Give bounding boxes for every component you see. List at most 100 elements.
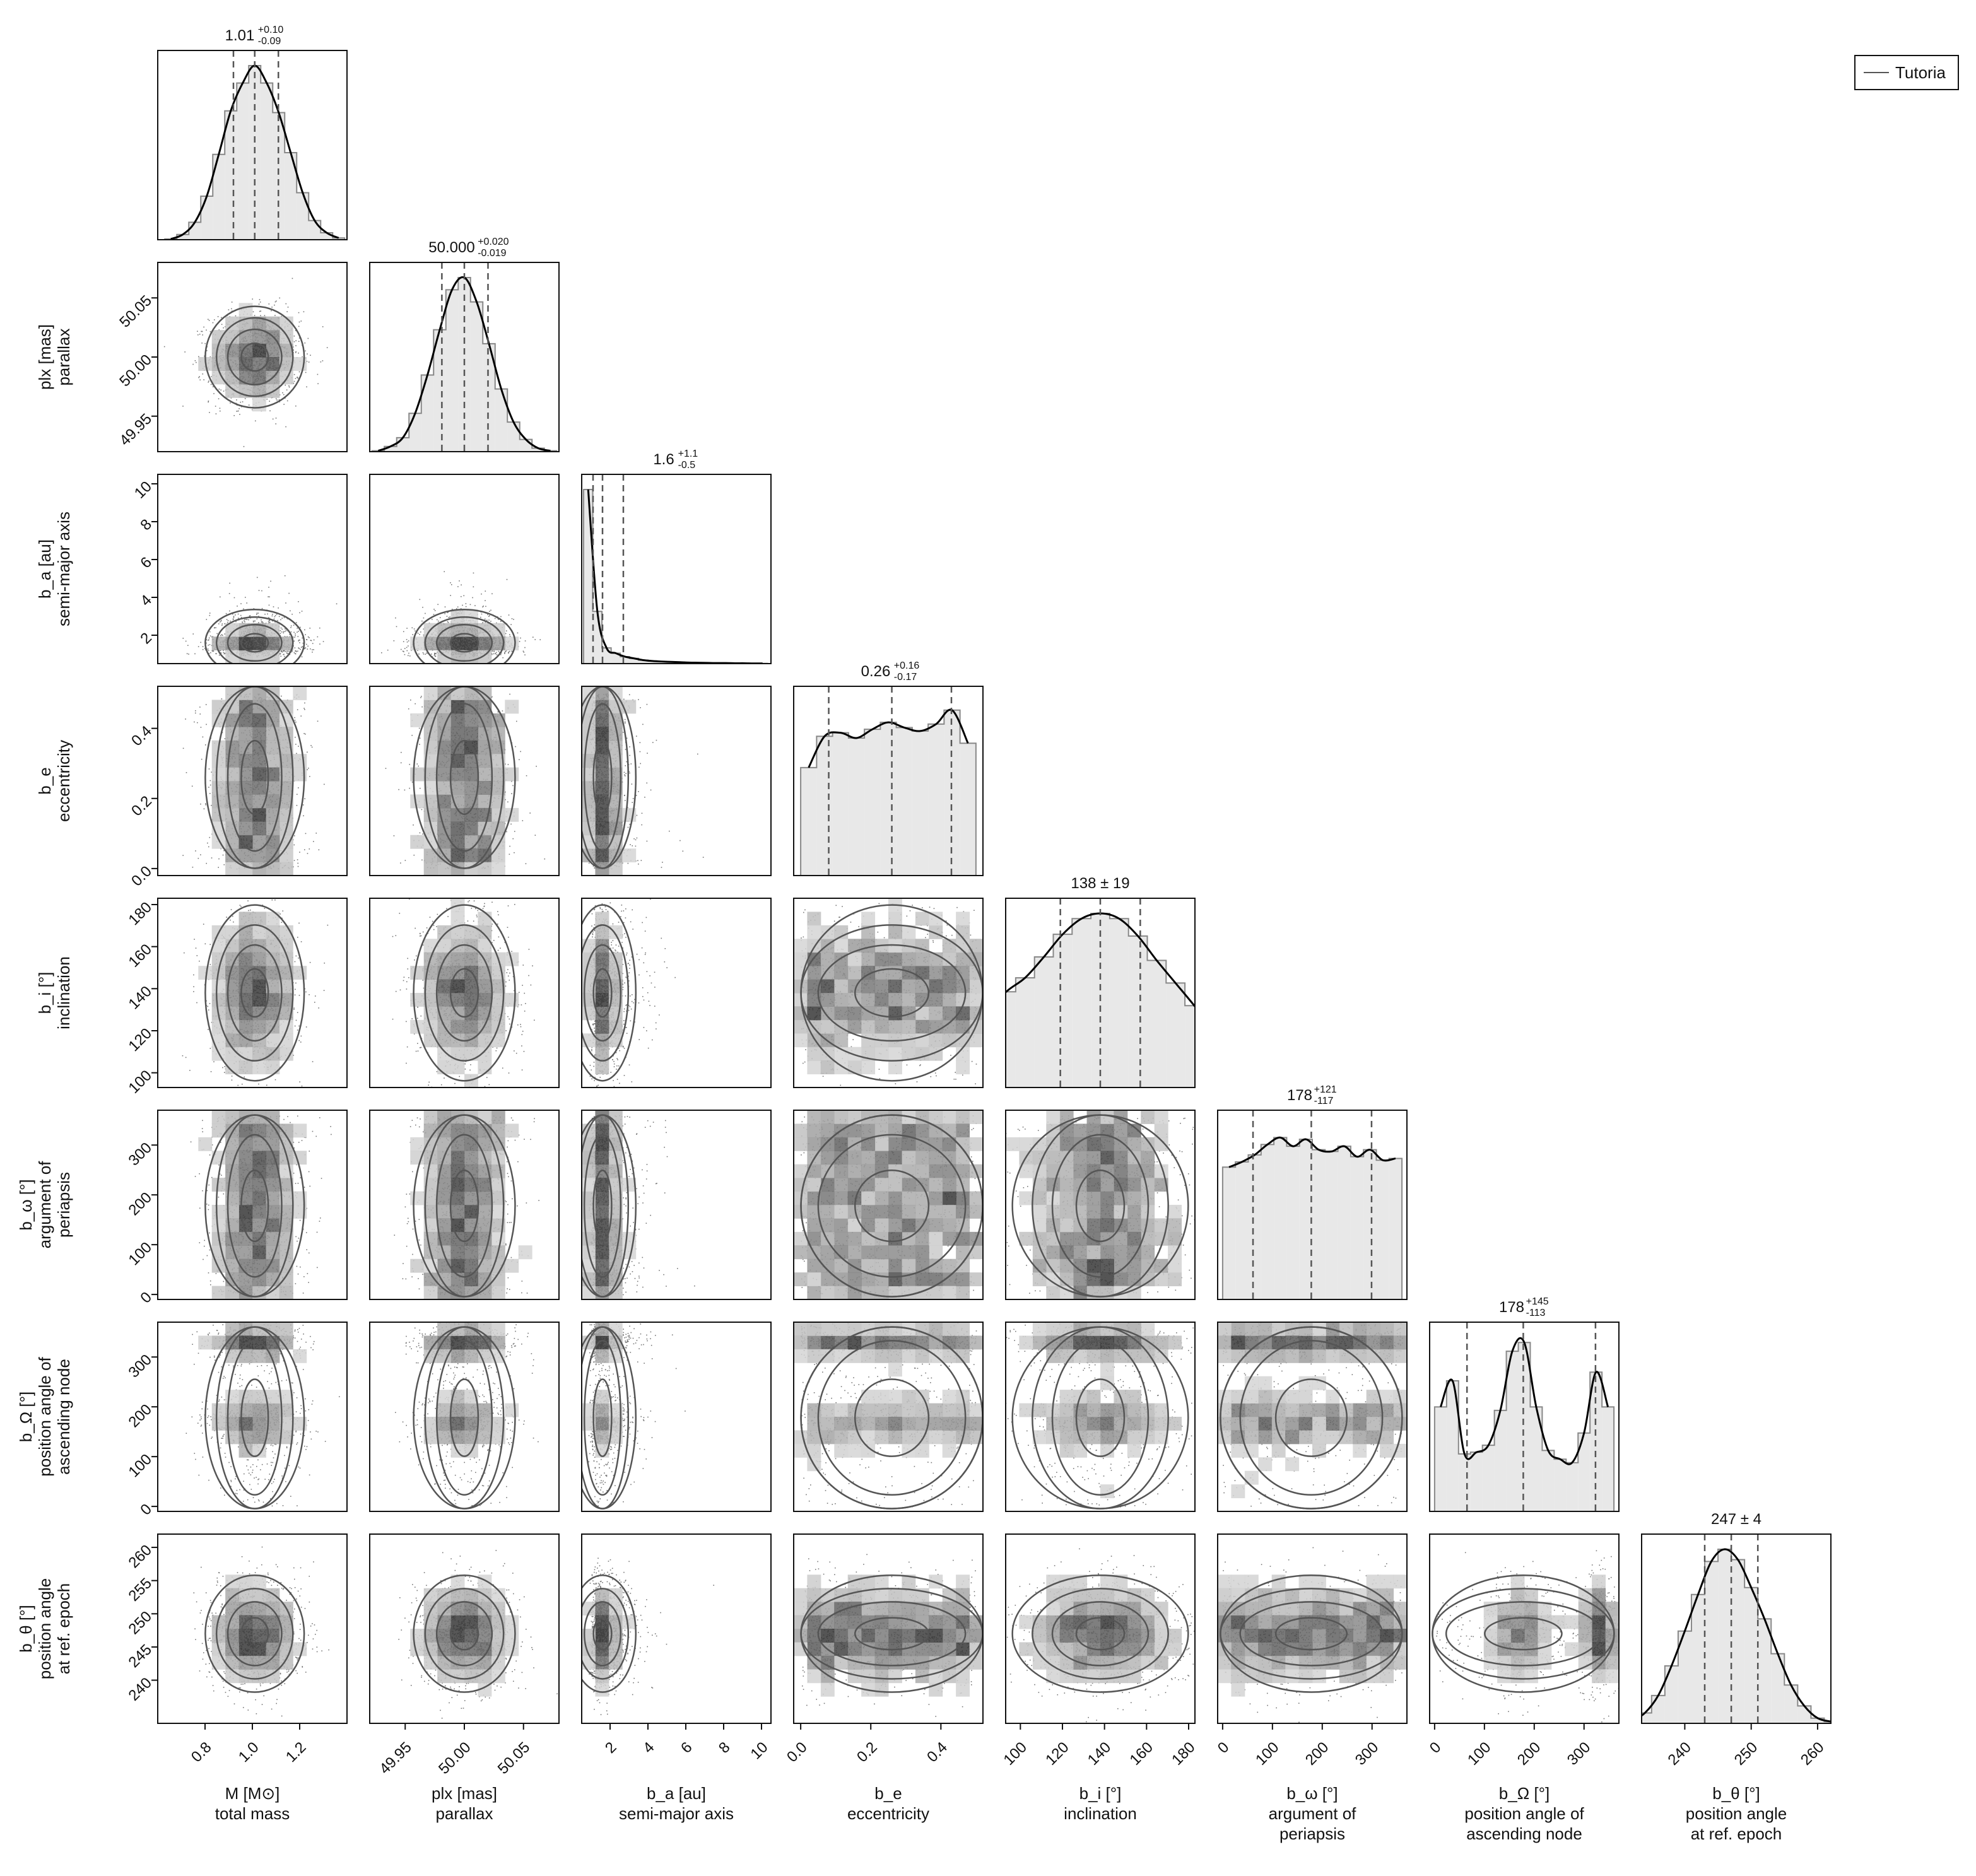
y-tick-label: 4 bbox=[137, 592, 155, 610]
sample-point bbox=[268, 587, 269, 588]
hexbin bbox=[266, 636, 280, 651]
sample-point bbox=[448, 616, 450, 618]
sample-point bbox=[237, 410, 239, 412]
sample-point bbox=[274, 304, 275, 306]
panel-content bbox=[164, 50, 346, 240]
sample-point bbox=[230, 397, 232, 399]
sample-point bbox=[242, 401, 244, 402]
sample-point bbox=[253, 608, 255, 609]
sample-point bbox=[208, 382, 209, 383]
sample-point bbox=[313, 841, 314, 842]
sample-point bbox=[286, 311, 288, 312]
sample-point bbox=[274, 614, 276, 616]
sample-point bbox=[411, 627, 413, 629]
sample-point bbox=[200, 642, 202, 643]
hexbin bbox=[225, 357, 240, 371]
sample-point bbox=[302, 804, 304, 806]
sample-point bbox=[245, 619, 247, 620]
sample-point bbox=[317, 636, 319, 638]
sample-point bbox=[221, 634, 223, 635]
sample-point bbox=[268, 604, 270, 606]
sample-point bbox=[256, 613, 258, 614]
sample-point bbox=[305, 350, 306, 352]
sample-point bbox=[297, 377, 298, 378]
sample-point bbox=[220, 454, 221, 455]
sample-point bbox=[295, 340, 297, 341]
sample-point bbox=[447, 621, 449, 623]
sample-point bbox=[447, 611, 449, 613]
sample-point bbox=[293, 382, 295, 384]
sample-point bbox=[199, 713, 201, 715]
sample-point bbox=[462, 604, 463, 606]
sample-point bbox=[491, 653, 493, 654]
sample-point bbox=[305, 638, 307, 640]
sample-point bbox=[227, 621, 228, 623]
sample-point bbox=[298, 371, 300, 373]
sample-point bbox=[282, 392, 283, 394]
hexbin bbox=[279, 330, 293, 344]
sample-point bbox=[406, 639, 408, 640]
sample-point bbox=[271, 310, 272, 312]
sample-point bbox=[387, 649, 389, 651]
hexbin bbox=[225, 330, 240, 344]
sample-point bbox=[207, 842, 208, 844]
kde-curve bbox=[587, 489, 763, 664]
sample-point bbox=[209, 613, 211, 614]
sample-point bbox=[461, 584, 462, 586]
contour-level-3 bbox=[413, 608, 516, 664]
y-axis-label: b_a [au] bbox=[35, 539, 54, 599]
panel-frame bbox=[581, 474, 772, 664]
sample-point bbox=[202, 373, 204, 375]
panel-content bbox=[371, 262, 558, 452]
sample-point bbox=[209, 356, 211, 358]
sample-point bbox=[408, 645, 409, 647]
hist-bar bbox=[237, 83, 249, 240]
hist-bar bbox=[177, 234, 189, 240]
sample-point bbox=[281, 315, 282, 317]
sample-point bbox=[223, 653, 225, 655]
sample-point bbox=[403, 651, 404, 652]
hexbin bbox=[423, 636, 438, 651]
sample-point bbox=[288, 386, 290, 388]
sample-point bbox=[289, 633, 290, 635]
sample-point bbox=[244, 619, 245, 620]
sample-point bbox=[381, 652, 382, 654]
sample-point bbox=[510, 624, 512, 625]
sample-point bbox=[261, 590, 262, 592]
hexbin bbox=[410, 636, 425, 651]
sample-point bbox=[279, 630, 281, 631]
hist-bar bbox=[201, 196, 213, 240]
sample-point bbox=[298, 640, 299, 642]
hexbin bbox=[252, 397, 266, 412]
sample-point bbox=[267, 613, 268, 615]
hist-bar bbox=[592, 611, 603, 664]
density-hexbins bbox=[198, 303, 307, 412]
sample-point bbox=[433, 655, 435, 656]
sample-point bbox=[275, 417, 277, 419]
sample-point bbox=[297, 709, 298, 710]
sample-point bbox=[220, 596, 221, 598]
panel-title: 50.000 bbox=[428, 239, 474, 256]
sample-point bbox=[297, 636, 299, 637]
sample-point bbox=[489, 615, 490, 616]
sample-point bbox=[258, 616, 259, 617]
sample-point bbox=[233, 414, 235, 416]
sample-point bbox=[209, 836, 211, 838]
panel-frame bbox=[369, 262, 560, 452]
sample-point bbox=[273, 606, 274, 607]
sample-point bbox=[238, 407, 240, 409]
hist-bar bbox=[433, 329, 446, 452]
sample-point bbox=[279, 654, 281, 655]
sample-point bbox=[286, 400, 288, 402]
sample-point bbox=[498, 619, 499, 620]
sample-point bbox=[272, 418, 274, 420]
sample-point bbox=[534, 639, 536, 640]
sample-point bbox=[223, 650, 224, 651]
hexbin bbox=[464, 636, 478, 651]
sample-point bbox=[279, 297, 281, 299]
sample-point bbox=[286, 389, 288, 391]
hexbin bbox=[279, 316, 293, 331]
sample-point bbox=[271, 615, 273, 617]
sample-point bbox=[496, 654, 498, 655]
sample-point bbox=[278, 616, 280, 618]
